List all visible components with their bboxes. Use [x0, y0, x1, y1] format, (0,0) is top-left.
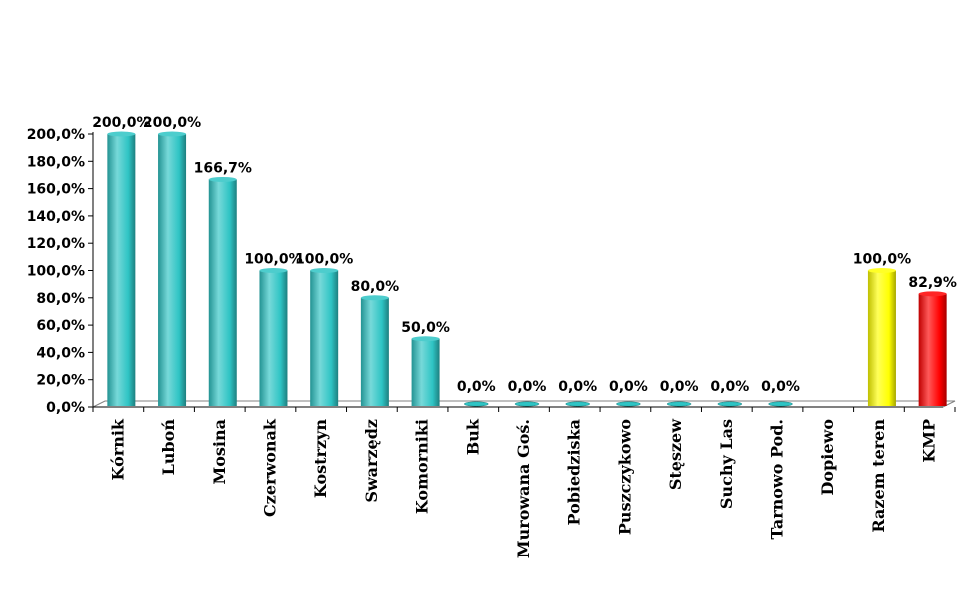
category-label: Kórnik: [108, 418, 127, 480]
category-label: Czerwonak: [260, 418, 279, 517]
data-label: 0,0%: [558, 379, 597, 395]
category-label: Murowana Goś.: [514, 419, 533, 558]
data-label: 100,0%: [244, 252, 302, 268]
category-label: Puszczykowo: [615, 419, 634, 535]
data-label: 82,9%: [908, 275, 957, 291]
bar-4: [310, 268, 339, 406]
category-label: Suchy Las: [717, 419, 736, 509]
data-label: 200,0%: [143, 115, 201, 131]
bar-15: [867, 268, 896, 406]
category-label: Tarnowo Pod.: [768, 419, 787, 540]
category-label: Buk: [463, 418, 482, 455]
y-tick-label: 40,0%: [36, 345, 85, 361]
data-label: 100,0%: [295, 252, 353, 268]
data-label: 200,0%: [92, 115, 150, 131]
category-label: Luboń: [159, 419, 178, 476]
bar-7: [464, 401, 489, 407]
data-label: 0,0%: [660, 379, 699, 395]
category-label: Mosina: [210, 419, 229, 484]
bar-3: [259, 268, 288, 406]
category-label: Komorniki: [413, 419, 432, 514]
bar-9: [565, 401, 590, 407]
data-label: 0,0%: [761, 379, 800, 395]
category-label: Swarzędz: [362, 419, 381, 503]
bar-6: [411, 336, 440, 406]
bar-0: [107, 131, 136, 406]
category-label: Pobiedziska: [565, 419, 584, 526]
bar-10: [616, 401, 641, 407]
data-label: 80,0%: [351, 279, 400, 295]
category-label: Razem teren: [869, 419, 888, 533]
y-tick-label: 100,0%: [27, 264, 85, 280]
bar-layer: [107, 131, 947, 407]
data-label: 100,0%: [853, 252, 911, 268]
category-label: KMP: [920, 419, 939, 463]
category-label: Dopiewo: [818, 419, 837, 496]
y-tick-label: 60,0%: [36, 318, 85, 334]
y-tick-label: 200,0%: [27, 127, 85, 143]
data-label: 0,0%: [710, 379, 749, 395]
category-label: Kostrzyn: [311, 419, 330, 498]
y-tick-label: 140,0%: [27, 209, 85, 225]
y-tick-label: 0,0%: [46, 400, 85, 416]
y-tick-label: 80,0%: [36, 291, 85, 307]
bar-5: [360, 295, 389, 406]
data-label: 50,0%: [401, 320, 450, 336]
y-tick-label: 180,0%: [27, 154, 85, 170]
y-tick-label: 120,0%: [27, 236, 85, 252]
y-tick-label: 20,0%: [36, 373, 85, 389]
bar-11: [666, 401, 692, 407]
bar-16: [918, 291, 947, 406]
data-label: 166,7%: [194, 160, 252, 176]
bar-12: [717, 401, 743, 407]
data-label: 0,0%: [457, 379, 496, 395]
bar-1: [158, 131, 187, 406]
label-layer: 200,0% Kórnik 200,0% Luboń 166,7% Mosina 100,0…: [92, 115, 957, 558]
bar-13: [768, 401, 793, 407]
bar-8: [514, 401, 540, 407]
data-label: 0,0%: [508, 379, 547, 395]
data-label: 0,0%: [609, 379, 648, 395]
bar-2: [208, 176, 237, 406]
y-tick-label: 160,0%: [27, 182, 85, 198]
category-label: Stęszew: [666, 418, 685, 490]
